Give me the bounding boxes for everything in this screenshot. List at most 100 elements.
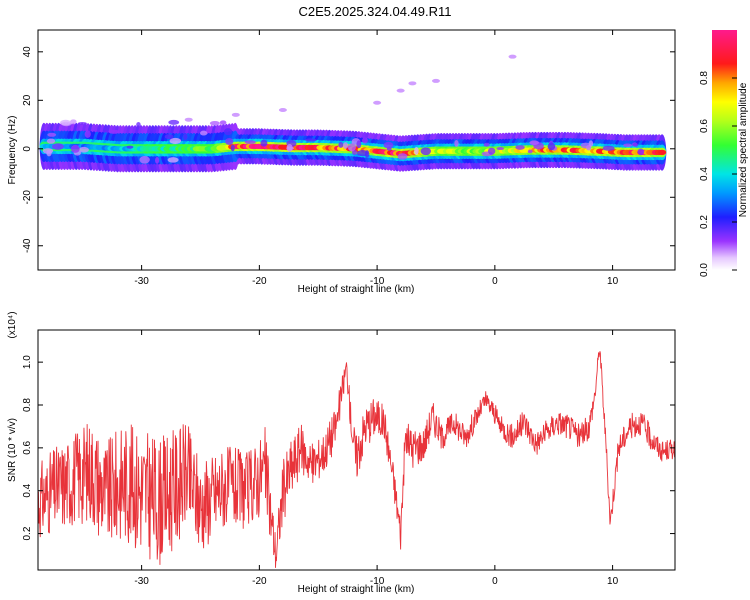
snr-y-tick-label: 0.4: [22, 483, 33, 497]
spectrogram-speckle: [623, 143, 633, 148]
snr-panel: -30 -20 -10 0 10 0.2 0.4 0.6 0.8 1.0 Height of s…: [7, 311, 676, 595]
spectrogram-panel: -30 -20 -10 0 10 -40 -20 0 20 40 Height of strai…: [7, 29, 676, 295]
spectrogram-speckle: [225, 138, 234, 145]
spectrogram-speckle: [414, 146, 419, 155]
spectrogram-y-tick-label: -20: [22, 190, 33, 205]
spectrogram-speckle: [487, 147, 496, 155]
spectrogram-y-title: Frequency (Hz): [7, 116, 18, 185]
spectrogram-speckle: [496, 147, 505, 151]
spectrogram-speckle: [108, 129, 120, 134]
colorbar-gradient: [712, 30, 737, 270]
spectrogram-speckle: [547, 142, 556, 151]
spectrogram-x-tick-label: 0: [492, 276, 498, 287]
spectrogram-speckle: [362, 137, 368, 144]
snr-y-multiplier: (x10⁴): [7, 311, 18, 338]
spectrogram-speckle: [168, 119, 180, 125]
spectrogram-speckle: [278, 108, 287, 112]
spectrogram-y-tick-label: 40: [22, 46, 33, 58]
snr-x-tick-label: 10: [607, 576, 619, 587]
snr-x-tick-label: -30: [134, 576, 149, 587]
spectrogram-speckle: [454, 140, 459, 147]
spectrogram-speckle: [183, 133, 188, 140]
spectrogram-marks: [39, 54, 667, 173]
spectrogram-speckle: [632, 142, 639, 147]
spectrogram-frame: [37, 29, 676, 271]
spectrogram-speckle: [260, 139, 268, 147]
spectrogram-y-tick-label: 20: [22, 94, 33, 106]
colorbar-tick-label: 0.6: [699, 119, 710, 133]
spectrogram-speckle: [42, 148, 54, 154]
spectrogram-speckle: [209, 120, 220, 126]
spectrogram-y-ticks: -40 -20 0 20 40: [22, 46, 675, 253]
snr-y-tick-label: 1.0: [22, 355, 33, 369]
spectrogram-speckle: [139, 155, 150, 164]
snr-x-tick-label: -10: [370, 576, 385, 587]
colorbar-ticks: 0.0 0.2 0.4 0.6 0.8: [699, 71, 737, 277]
colorbar-tick-label: 0.8: [699, 71, 710, 85]
spectrogram-speckle: [184, 117, 193, 122]
spectrogram-cell: [657, 149, 667, 156]
spectrogram-speckle: [155, 156, 160, 164]
spectrogram-speckle: [70, 119, 77, 125]
snr-y-ticks: 0.2 0.4 0.6 0.8 1.0: [22, 355, 675, 541]
spectrogram-speckle: [529, 140, 539, 146]
spectrogram-speckle: [508, 54, 517, 59]
spectrogram-speckle: [588, 140, 594, 147]
colorbar-tick-label: 0.0: [699, 263, 710, 277]
spectrogram-x-tick-label: -10: [370, 276, 385, 287]
page-title: C2E5.2025.324.04.49.R11: [299, 4, 452, 19]
spectrogram-x-tick-label: -20: [252, 276, 267, 287]
spectrogram-speckle: [167, 157, 179, 163]
spectrogram-speckle: [164, 134, 174, 140]
spectrogram-speckle: [77, 121, 88, 126]
spectrogram-speckle: [200, 130, 208, 136]
spectrogram-y-tick-label: -40: [22, 238, 33, 253]
snr-x-ticks: -30 -20 -10 0 10: [134, 330, 619, 587]
spectrogram-speckle: [169, 137, 182, 145]
spectrogram-speckle: [126, 145, 134, 149]
spectrogram-speckle: [286, 143, 293, 152]
spectrogram-speckle: [304, 138, 317, 142]
spectrogram-speckle: [383, 141, 394, 149]
spectrogram-y-tick-label: 0: [22, 146, 33, 152]
spectrogram-speckle: [223, 128, 233, 136]
spectrogram-speckle: [84, 130, 91, 138]
colorbar-tick-label: 0.4: [699, 167, 710, 181]
spectrogram-speckle: [483, 142, 490, 147]
snr-series-line: [38, 351, 675, 568]
spectrogram-speckle: [637, 148, 645, 156]
snr-frame: [37, 329, 676, 571]
snr-x-tick-label: -20: [252, 576, 267, 587]
spectrogram-speckle: [47, 132, 57, 137]
spectrogram-x-ticks: -30 -20 -10 0 10: [134, 30, 619, 287]
spectrogram-speckle: [230, 144, 235, 152]
spectrogram-speckle: [59, 119, 72, 126]
snr-y-title: SNR (10 * v/v): [7, 418, 18, 482]
spectrogram-speckle: [527, 149, 533, 154]
colorbar-tick-label: 0.2: [699, 215, 710, 229]
spectrogram-speckle: [244, 140, 256, 144]
snr-y-tick-label: 0.8: [22, 398, 33, 412]
spectrogram-x-tick-label: 10: [607, 276, 619, 287]
spectrogram-speckle: [338, 141, 344, 148]
spectrogram-speckle: [431, 78, 440, 83]
colorbar-title: Normalized spectral amplitude: [738, 82, 749, 217]
spectrogram-x-title: Height of straight line (km): [298, 284, 415, 295]
snr-y-tick-label: 0.2: [22, 526, 33, 540]
spectrogram-speckle: [515, 145, 525, 150]
spectrogram-speckle: [408, 81, 417, 86]
colorbar: 0.0 0.2 0.4 0.6 0.8 Normalized spectral ampl…: [699, 30, 749, 277]
spectrogram-speckle: [356, 140, 362, 149]
spectrogram-speckle: [373, 100, 382, 105]
spectrogram-speckle: [347, 143, 356, 152]
spectrogram-speckle: [342, 142, 349, 149]
spectrogram-x-tick-label: -30: [134, 276, 149, 287]
spectrogram-speckle: [420, 147, 432, 156]
spectrogram-speckle: [78, 146, 89, 153]
snr-x-tick-label: 0: [492, 576, 498, 587]
spectrogram-speckle: [397, 153, 408, 160]
spectrogram-speckle: [219, 120, 227, 125]
spectrogram-speckle: [136, 121, 141, 128]
spectrogram-speckle: [396, 88, 405, 93]
